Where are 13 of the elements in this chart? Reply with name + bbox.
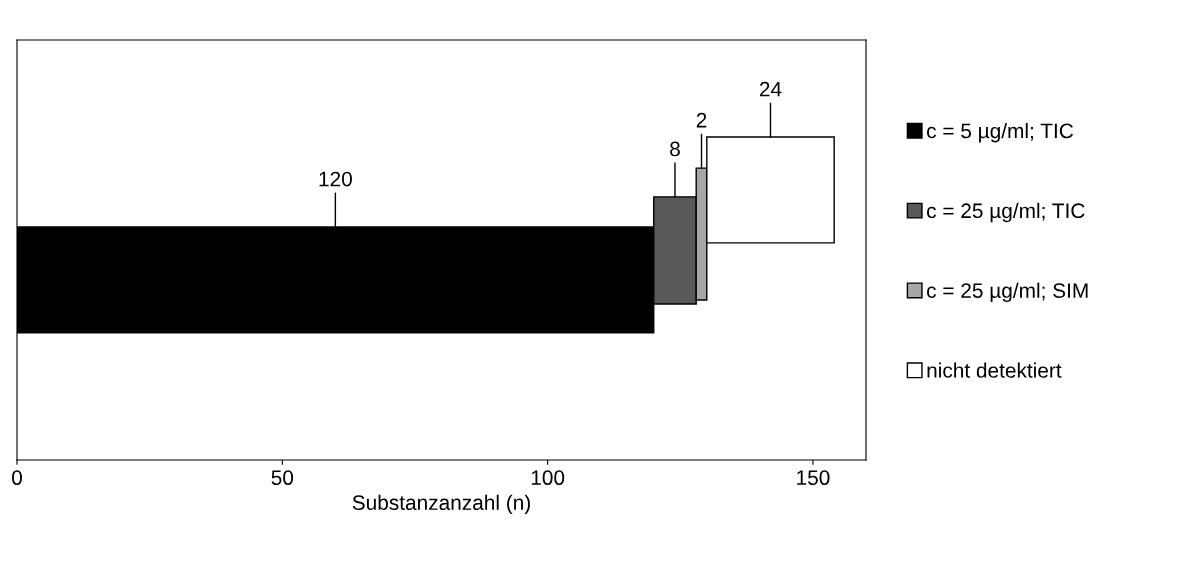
data-label: 2 xyxy=(696,112,707,128)
x-tick-label: 100 xyxy=(531,470,565,486)
x-axis-title: Substanzanzahl (n) xyxy=(352,494,530,515)
legend-label: c = 25 µg/ml; SIM xyxy=(927,282,1088,303)
legend-label: nicht detektiert xyxy=(927,362,1062,378)
legend-label: c = 25 µg/ml; TIC xyxy=(927,202,1085,223)
data-label: 24 xyxy=(759,81,782,97)
x-tick-label: 150 xyxy=(797,470,830,486)
x-tick-label: 50 xyxy=(271,470,294,486)
x-tick-label: 0 xyxy=(12,470,22,486)
data-label: 120 xyxy=(319,171,352,187)
legend-label: c = 5 µg/ml; TIC xyxy=(927,122,1074,143)
data-label: 8 xyxy=(670,141,680,157)
